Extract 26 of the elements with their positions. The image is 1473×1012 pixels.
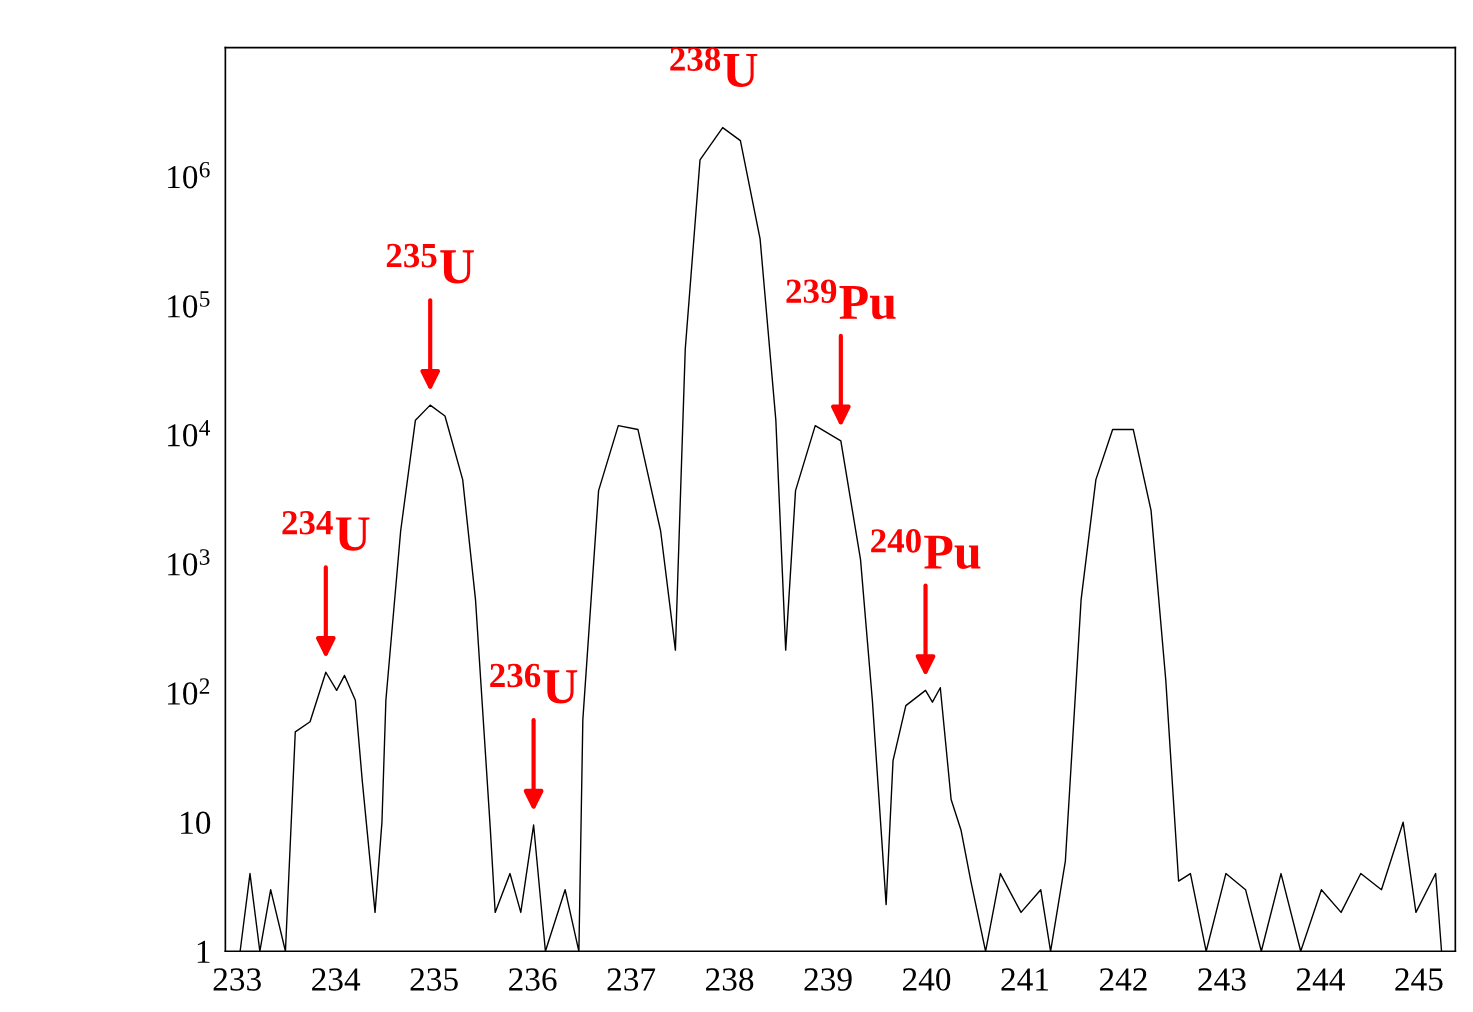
y-tick-label: 10$^{2}$ xyxy=(168,678,210,705)
x-tick-label: 242 xyxy=(1099,968,1147,991)
x-tick-label: 236 xyxy=(509,968,557,991)
x-tick-label: 240 xyxy=(902,968,951,991)
annotation: $^{236}$U xyxy=(490,663,578,704)
x-tick-label: 239 xyxy=(804,968,852,991)
x-tick-label: 233 xyxy=(213,968,261,991)
annotation: $^{234}$U xyxy=(282,510,370,551)
x-tick-label: 245 xyxy=(1395,968,1443,991)
x-tick-label: 238 xyxy=(706,968,754,991)
y-tick-label: 10$^{5}$ xyxy=(168,291,210,318)
x-tick-label: 241 xyxy=(1001,968,1048,991)
x-tick-label: 237 xyxy=(607,968,656,991)
annotation: $^{239}$Pu xyxy=(786,279,896,320)
x-tick-label: 235 xyxy=(410,968,458,991)
y-tick-label: 10$^{3}$ xyxy=(168,549,210,576)
annotation: $^{240}$Pu xyxy=(871,529,981,570)
annotation: $^{238}$U xyxy=(670,47,758,88)
x-tick-label: 234 xyxy=(312,968,361,991)
x-tick-label: 243 xyxy=(1198,968,1246,991)
annotation: $^{235}$U xyxy=(386,243,474,284)
x-tick-label: 244 xyxy=(1296,968,1345,991)
y-tick-label: 10$^{4}$ xyxy=(168,420,211,447)
y-tick-label: 10$^{6}$ xyxy=(168,161,210,189)
y-tick-label: 1 xyxy=(197,940,210,963)
y-tick-label: 10 xyxy=(181,811,211,835)
